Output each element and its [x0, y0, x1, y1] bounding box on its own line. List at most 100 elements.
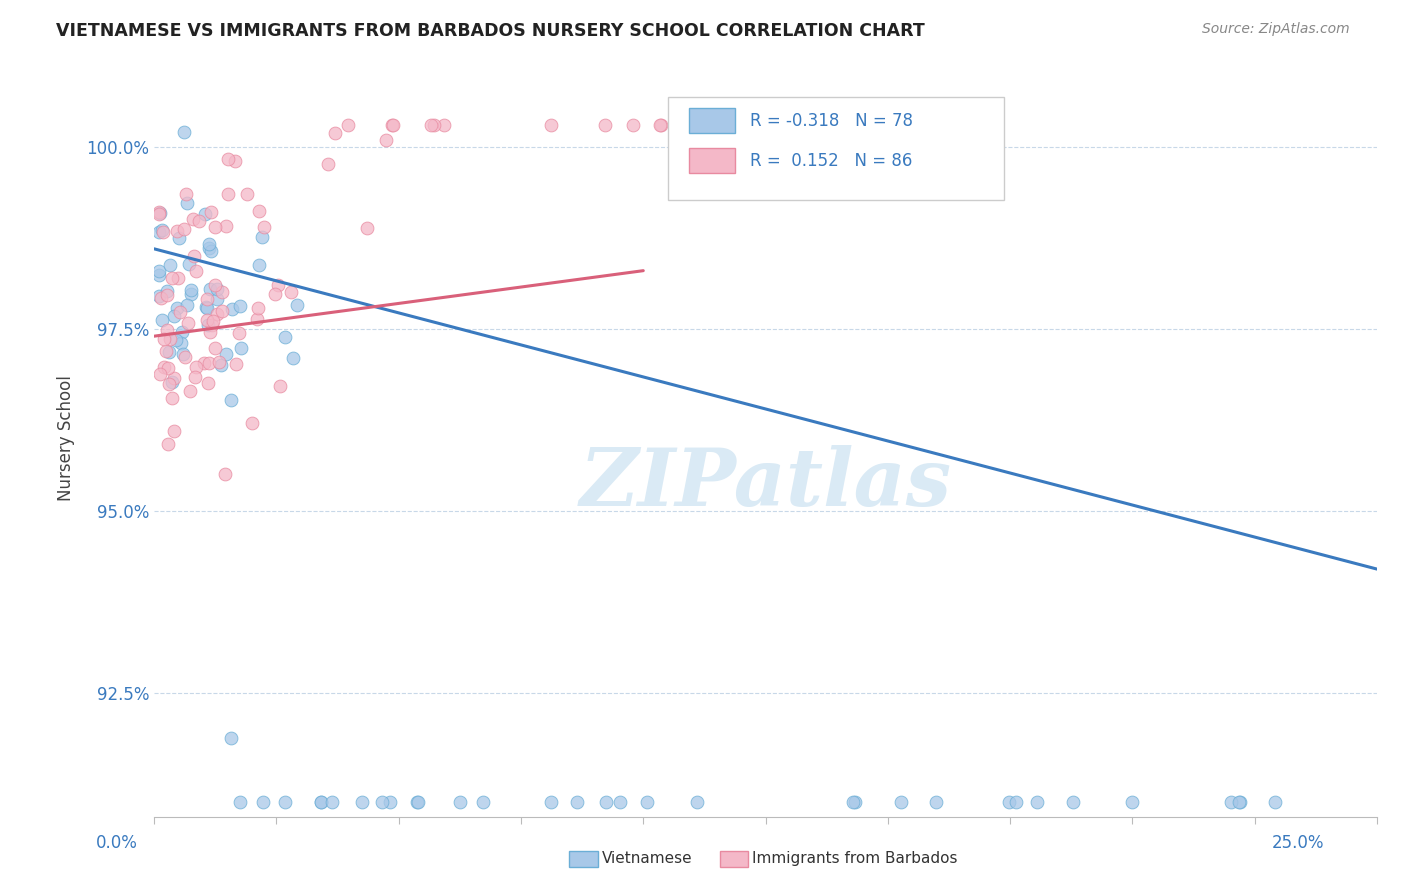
Bar: [689, 108, 735, 133]
Point: [253, 220, 276, 235]
Point: [247, 301, 270, 315]
Point: [650, 118, 672, 132]
Point: [350, 795, 373, 809]
Point: [567, 795, 589, 809]
Text: 0.0%: 0.0%: [96, 834, 138, 852]
Point: [540, 118, 562, 132]
Point: [157, 361, 180, 376]
Point: [200, 244, 222, 259]
Point: [204, 341, 226, 355]
Point: [1025, 795, 1047, 809]
Point: [165, 333, 187, 347]
Point: [195, 292, 218, 306]
Point: [593, 118, 616, 132]
Point: [184, 359, 207, 374]
Point: [176, 195, 198, 210]
Point: [184, 264, 207, 278]
Point: [433, 118, 456, 132]
Point: [821, 118, 844, 132]
Point: [449, 795, 471, 809]
Point: [157, 377, 180, 392]
Point: [215, 347, 238, 361]
Point: [169, 335, 191, 350]
Text: Source: ZipAtlas.com: Source: ZipAtlas.com: [1202, 22, 1350, 37]
Point: [267, 278, 290, 293]
Point: [1121, 795, 1143, 809]
Point: [247, 258, 270, 272]
Point: [1220, 795, 1243, 809]
Point: [844, 795, 866, 809]
Point: [229, 299, 252, 313]
Point: [184, 370, 207, 384]
Point: [285, 298, 308, 312]
Point: [264, 286, 287, 301]
Point: [160, 271, 183, 285]
Point: [423, 118, 446, 132]
Point: [378, 795, 401, 809]
Point: [408, 795, 430, 809]
Point: [201, 318, 224, 333]
Point: [250, 229, 273, 244]
Point: [676, 118, 699, 132]
Point: [219, 731, 242, 745]
Text: Vietnamese: Vietnamese: [602, 852, 692, 866]
Point: [236, 186, 259, 201]
Point: [194, 207, 217, 221]
Point: [169, 305, 191, 319]
Text: R = -0.318   N = 78: R = -0.318 N = 78: [749, 112, 912, 130]
Point: [193, 356, 215, 370]
Point: [177, 316, 200, 330]
Point: [471, 795, 494, 809]
Point: [148, 268, 170, 282]
Point: [1227, 795, 1250, 809]
Point: [217, 186, 239, 201]
Point: [156, 284, 179, 298]
Point: [204, 220, 226, 235]
Point: [281, 351, 304, 365]
Point: [252, 795, 274, 809]
Point: [150, 292, 173, 306]
Point: [1005, 795, 1028, 809]
Point: [215, 219, 238, 233]
Point: [540, 795, 562, 809]
Point: [179, 286, 201, 301]
Point: [197, 318, 219, 333]
Point: [149, 206, 172, 220]
Point: [179, 384, 201, 398]
Point: [211, 304, 233, 318]
Point: [180, 283, 202, 297]
Point: [316, 157, 339, 171]
Point: [371, 795, 394, 809]
Point: [685, 118, 707, 132]
Bar: [689, 148, 735, 173]
Point: [174, 350, 197, 364]
Point: [181, 212, 204, 227]
Point: [148, 207, 170, 221]
Point: [150, 223, 173, 237]
Point: [205, 306, 228, 320]
Point: [406, 795, 429, 809]
Point: [609, 795, 631, 809]
Point: [650, 118, 672, 132]
Point: [274, 330, 297, 344]
Point: [195, 301, 218, 315]
Point: [224, 153, 246, 168]
Point: [177, 257, 200, 271]
Point: [762, 118, 785, 132]
Point: [925, 795, 948, 809]
Point: [156, 287, 179, 301]
Point: [842, 795, 865, 809]
Point: [156, 323, 179, 337]
Point: [172, 325, 194, 339]
Text: Immigrants from Barbados: Immigrants from Barbados: [752, 852, 957, 866]
Point: [204, 277, 226, 292]
Point: [229, 795, 252, 809]
Point: [337, 118, 360, 132]
Point: [148, 225, 170, 239]
Point: [201, 314, 224, 328]
Point: [595, 795, 617, 809]
Point: [356, 220, 378, 235]
Point: [311, 795, 333, 809]
Point: [211, 285, 233, 299]
Point: [228, 326, 250, 340]
